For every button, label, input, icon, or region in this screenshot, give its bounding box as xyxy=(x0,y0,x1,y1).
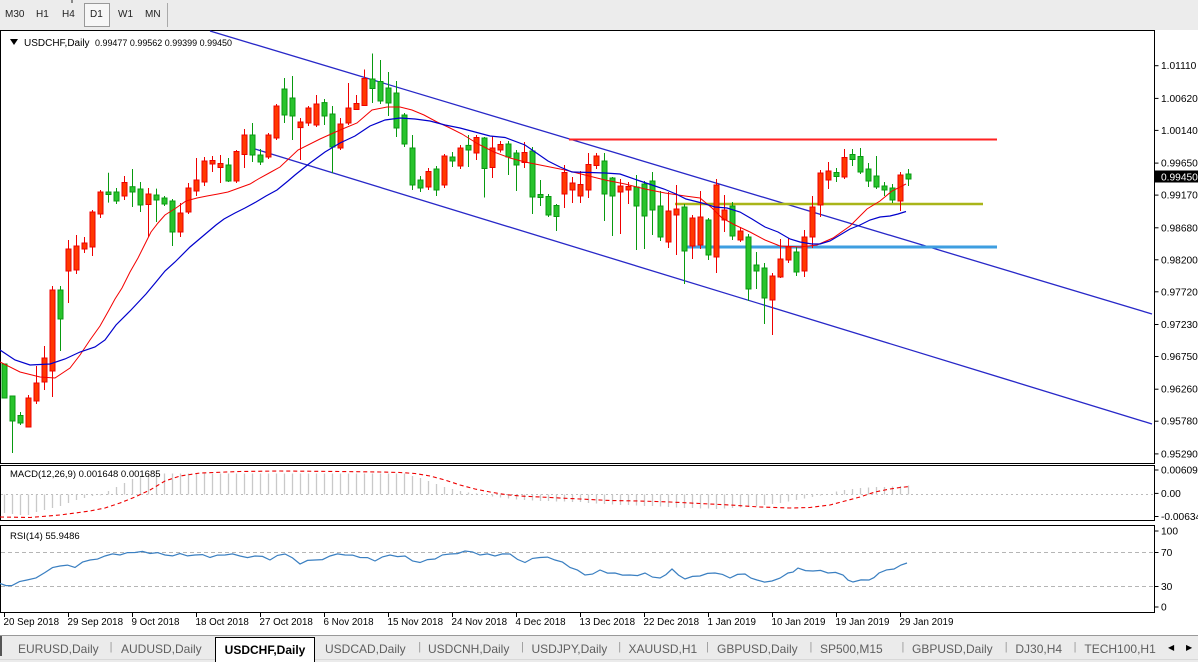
svg-text:0.99650: 0.99650 xyxy=(1161,159,1198,170)
svg-text:18 Oct 2018: 18 Oct 2018 xyxy=(196,617,250,628)
svg-text:USDCHF,Daily: USDCHF,Daily xyxy=(24,38,90,49)
svg-text:0.95780: 0.95780 xyxy=(1161,417,1198,428)
svg-text:19 Jan 2019: 19 Jan 2019 xyxy=(836,617,890,628)
svg-text:24 Nov 2018: 24 Nov 2018 xyxy=(452,617,508,628)
svg-text:1.00140: 1.00140 xyxy=(1161,126,1198,137)
svg-text:0.99170: 0.99170 xyxy=(1161,191,1198,202)
svg-text:100: 100 xyxy=(1161,527,1178,538)
svg-text:9 Oct 2018: 9 Oct 2018 xyxy=(132,617,180,628)
svg-text:0.96750: 0.96750 xyxy=(1161,352,1198,363)
svg-text:1 Jan 2019: 1 Jan 2019 xyxy=(708,617,756,628)
svg-text:0.96260: 0.96260 xyxy=(1161,385,1198,396)
svg-text:0.95290: 0.95290 xyxy=(1161,449,1198,460)
svg-text:10 Jan 2019: 10 Jan 2019 xyxy=(772,617,826,628)
svg-text:0.99477 0.99562 0.99399 0.9945: 0.99477 0.99562 0.99399 0.99450 xyxy=(95,38,232,49)
svg-text:13 Dec 2018: 13 Dec 2018 xyxy=(580,617,636,628)
svg-text:0.97230: 0.97230 xyxy=(1161,320,1198,331)
svg-text:29 Sep 2018: 29 Sep 2018 xyxy=(68,617,124,628)
svg-text:0.98200: 0.98200 xyxy=(1161,255,1198,266)
svg-text:22 Dec 2018: 22 Dec 2018 xyxy=(644,617,700,628)
svg-text:30: 30 xyxy=(1161,582,1173,593)
svg-text:0.97720: 0.97720 xyxy=(1161,287,1198,298)
svg-text:29 Jan 2019: 29 Jan 2019 xyxy=(900,617,954,628)
svg-text:70: 70 xyxy=(1161,548,1173,559)
svg-text:MACD(12,26,9) 0.001648 0.00168: MACD(12,26,9) 0.001648 0.001685 xyxy=(10,469,161,480)
svg-text:4 Dec 2018: 4 Dec 2018 xyxy=(516,617,567,628)
svg-text:0.98680: 0.98680 xyxy=(1161,223,1198,234)
svg-text:27 Oct 2018: 27 Oct 2018 xyxy=(260,617,314,628)
svg-text:6 Nov 2018: 6 Nov 2018 xyxy=(324,617,375,628)
svg-text:1.00620: 1.00620 xyxy=(1161,94,1198,105)
svg-text:RSI(14) 55.9486: RSI(14) 55.9486 xyxy=(10,531,80,542)
svg-text:1.01110: 1.01110 xyxy=(1161,61,1197,72)
svg-text:-0.006347: -0.006347 xyxy=(1161,512,1198,523)
svg-text:0: 0 xyxy=(1161,603,1167,614)
svg-text:0.00: 0.00 xyxy=(1161,489,1181,500)
svg-text:0.006099: 0.006099 xyxy=(1161,466,1198,477)
svg-text:20 Sep 2018: 20 Sep 2018 xyxy=(4,617,60,628)
svg-text:0.99450: 0.99450 xyxy=(1161,173,1198,184)
svg-text:15 Nov 2018: 15 Nov 2018 xyxy=(388,617,444,628)
